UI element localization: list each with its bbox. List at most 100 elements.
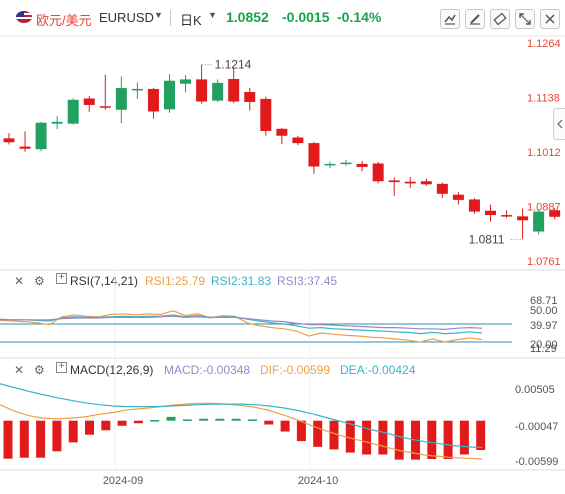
- macd-tick-label: -0.00599: [515, 456, 558, 468]
- rsi-series-line: [0, 310, 483, 343]
- macd-histogram-bar: [3, 420, 13, 459]
- draw-icon[interactable]: [465, 9, 485, 29]
- price-tick-label: 1.1138: [527, 93, 560, 105]
- candle: [244, 91, 256, 102]
- candle: [420, 181, 432, 185]
- macd-histogram-bar: [52, 420, 62, 452]
- macd-histogram-bar: [68, 420, 78, 443]
- macd-histogram-bar: [378, 420, 388, 455]
- candle: [260, 98, 272, 131]
- candle: [501, 215, 513, 217]
- macd-tick-label: 0.00505: [515, 384, 555, 396]
- rsi-tick-label: 50.00: [530, 305, 558, 317]
- candle: [67, 99, 79, 124]
- dea-value: DEA:-0.00424: [340, 363, 416, 377]
- candle: [147, 88, 159, 112]
- header-divider: [170, 10, 171, 26]
- macd-histogram-bar: [215, 418, 225, 421]
- x-axis-date-label: 2024-10: [298, 475, 338, 487]
- candle: [452, 194, 464, 200]
- candle: [372, 163, 384, 182]
- candle: [436, 183, 448, 194]
- expand-indicator-icon[interactable]: +: [56, 362, 67, 373]
- macd-histogram-bar: [248, 419, 257, 421]
- rsi3-value: RSI3:37.45: [277, 274, 338, 288]
- macd-histogram-bar: [85, 420, 94, 435]
- macd-histogram-bar: [459, 420, 469, 455]
- remove-indicator-icon[interactable]: ✕: [14, 274, 25, 288]
- eu-us-flag-icon: [16, 11, 32, 23]
- expand-indicator-icon[interactable]: +: [56, 273, 67, 284]
- symbol-label[interactable]: EURUSD: [99, 10, 154, 25]
- rsi-tick-label: 20.00: [530, 339, 558, 351]
- macd-histogram-bar: [150, 420, 160, 422]
- rsi-tick-label: 39.97: [530, 320, 558, 332]
- candle: [485, 210, 496, 216]
- candle: [340, 162, 352, 165]
- candle: [276, 128, 288, 136]
- rsi-title: RSI(7,14,21): [70, 274, 139, 288]
- rsi1-value: RSI1:25.79: [145, 274, 206, 288]
- candle: [3, 138, 15, 143]
- macd-histogram-bar: [394, 420, 404, 460]
- macd-histogram-bar: [443, 420, 453, 459]
- candle: [83, 98, 95, 105]
- period-dropdown-icon[interactable]: ▼: [208, 10, 217, 20]
- settings-gear-icon[interactable]: ⚙: [34, 363, 45, 377]
- macd-histogram-bar: [101, 420, 111, 431]
- high-price-annotation: 1.1214: [215, 58, 252, 72]
- settings-gear-icon[interactable]: ⚙: [34, 274, 45, 288]
- macd-series-line: [0, 383, 483, 449]
- macd-histogram-bar: [117, 420, 127, 426]
- macd-histogram-bar: [329, 420, 339, 450]
- macd-histogram-bar: [362, 420, 372, 455]
- chart-header: 欧元/美元 EURUSD ▼ 日K ▼ 1.0852 -0.0015 -0.14…: [0, 0, 565, 36]
- pair-name[interactable]: 欧元/美元: [36, 13, 92, 28]
- fullscreen-icon[interactable]: [515, 9, 535, 29]
- low-price-annotation: 1.0811: [469, 232, 505, 246]
- macd-histogram-bar: [476, 420, 486, 451]
- macd-histogram-bar: [199, 418, 209, 421]
- candle: [99, 106, 111, 108]
- macd-histogram-bar: [296, 420, 306, 442]
- candle: [35, 122, 47, 150]
- candle: [517, 216, 529, 221]
- candle: [356, 163, 368, 167]
- candle: [115, 88, 127, 110]
- price-tick-label: 1.0761: [527, 256, 561, 268]
- candle: [19, 146, 31, 149]
- macd-series-line: [0, 402, 483, 460]
- symbol-dropdown-icon[interactable]: ▼: [154, 10, 163, 20]
- macd-histogram-bar: [345, 420, 355, 453]
- rsi2-value: RSI2:31.83: [211, 274, 272, 288]
- macd-histogram-bar: [313, 420, 323, 447]
- candle: [549, 210, 561, 217]
- remove-indicator-icon[interactable]: ✕: [14, 363, 25, 377]
- x-axis-date-label: 2024-09: [103, 475, 143, 487]
- rsi-tick-label: 11.29: [530, 343, 557, 355]
- dif-value: DIF:-0.00599: [260, 363, 331, 377]
- candle: [468, 199, 480, 212]
- macd-histogram-bar: [427, 420, 437, 459]
- candle: [51, 121, 63, 124]
- indicator-chart-icon[interactable]: [440, 9, 460, 29]
- macd-title: MACD(12,26,9): [70, 363, 154, 377]
- candle: [131, 88, 143, 91]
- price-tick-label: 1.1012: [527, 147, 561, 159]
- macd-histogram-bar: [264, 420, 274, 425]
- candle: [212, 82, 224, 101]
- price-change: -0.0015: [282, 9, 330, 25]
- candle: [533, 211, 545, 232]
- candle: [388, 180, 400, 183]
- candle: [324, 163, 336, 166]
- ruler-icon[interactable]: [490, 9, 510, 29]
- candle: [228, 78, 240, 102]
- macd-histogram-bar: [231, 418, 241, 421]
- price-change-percent: -0.14%: [337, 9, 382, 25]
- macd-tick-label: -0.00047: [515, 421, 558, 433]
- collapse-panel-button[interactable]: [553, 108, 565, 140]
- close-icon[interactable]: [540, 9, 560, 29]
- period-selector[interactable]: 日K: [180, 13, 202, 28]
- macd-histogram-bar: [133, 420, 143, 424]
